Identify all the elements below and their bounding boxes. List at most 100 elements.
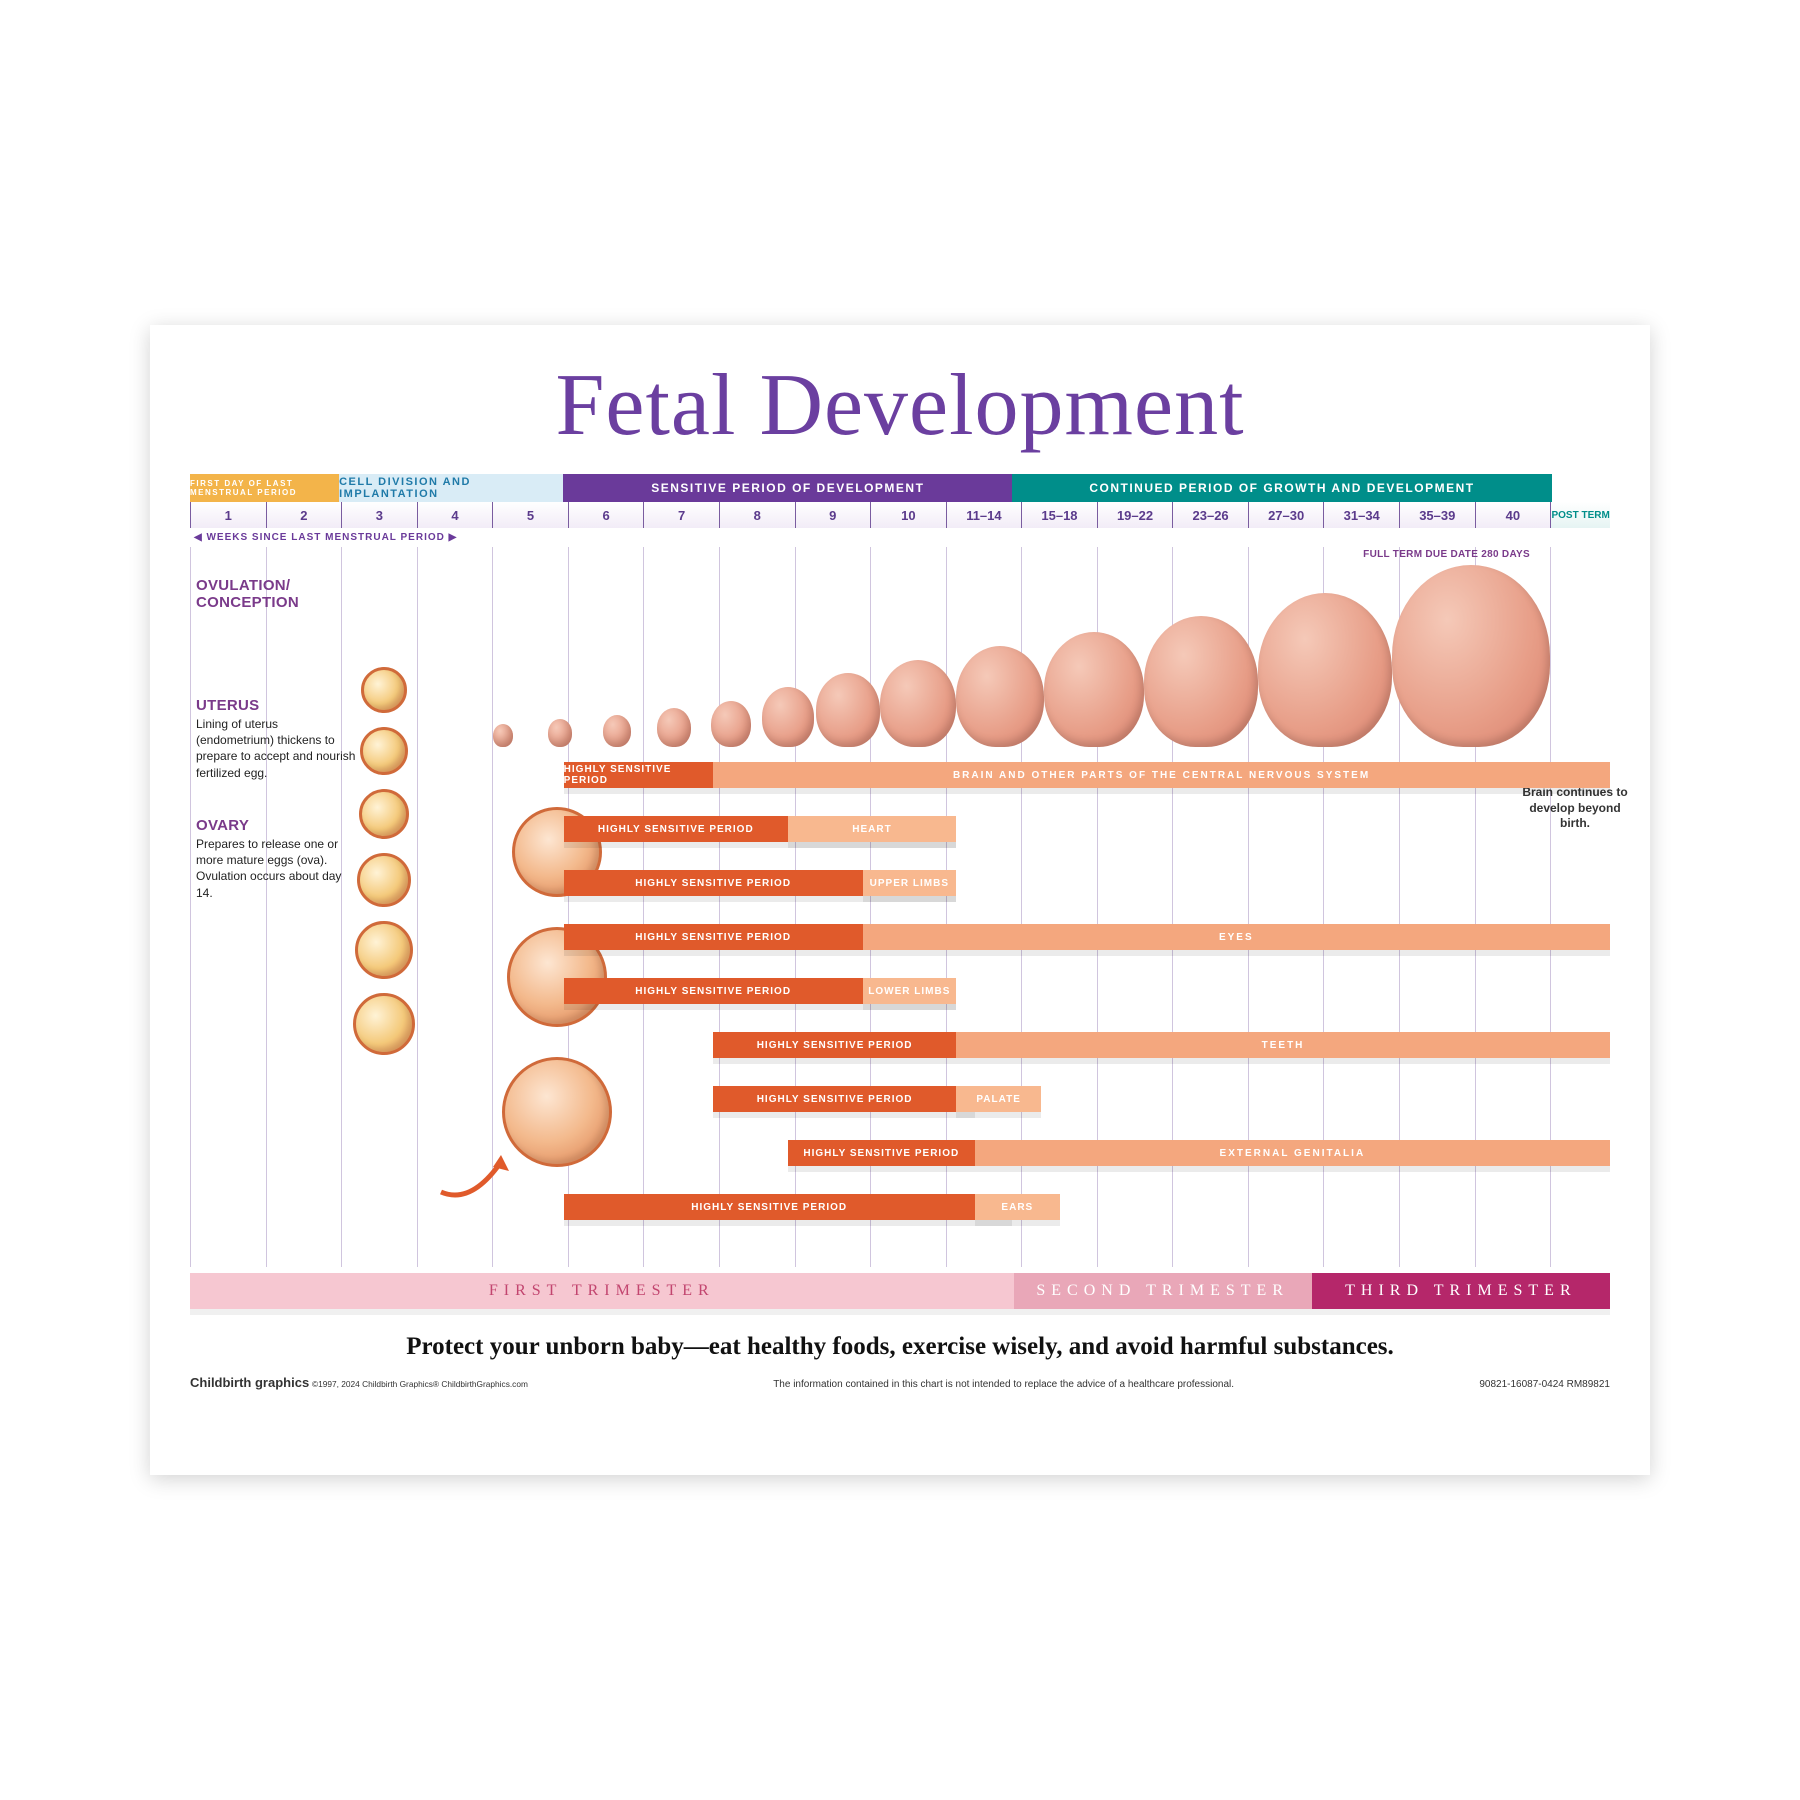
week-cell: 1 — [190, 502, 266, 528]
organ-label-box: LOWER LIMBS — [863, 978, 956, 1004]
brand-name: Childbirth graphics — [190, 1375, 309, 1390]
week-cell: 3 — [341, 502, 417, 528]
week-cell: 6 — [568, 502, 644, 528]
tagline: Protect your unborn baby—eat healthy foo… — [190, 1333, 1610, 1361]
continued-bar: TEETH — [956, 1032, 1610, 1058]
trimester-segment: THIRD TRIMESTER — [1312, 1273, 1610, 1309]
footer-codes: 90821-16087-0424 RM89821 — [1479, 1379, 1610, 1390]
continued-bar: EYES — [863, 924, 1610, 950]
week-cell: 31–34 — [1323, 502, 1399, 528]
fetus-cell — [1144, 567, 1258, 747]
trimester-segment: SECOND TRIMESTER — [1014, 1273, 1312, 1309]
fetus-icon — [1258, 593, 1392, 747]
fetus-icon — [880, 660, 956, 747]
high-sensitive-bar: HIGHLY SENSITIVE PERIOD — [564, 762, 713, 788]
fetus-icon — [762, 687, 814, 747]
fetus-cell — [1258, 567, 1392, 747]
fetus-cell — [475, 567, 532, 747]
fetus-icon — [1392, 565, 1550, 747]
organ-row: HIGHLY SENSITIVE PERIODEARS — [190, 1194, 1610, 1220]
footer: Childbirth graphics ©1997, 2024 Childbir… — [190, 1375, 1610, 1390]
organ-row: HIGHLY SENSITIVE PERIODTEETH — [190, 1032, 1610, 1058]
fetus-icon — [493, 724, 513, 747]
fetus-cell — [880, 567, 956, 747]
organ-bars: HIGHLY SENSITIVE PERIODBRAIN AND OTHER P… — [190, 762, 1610, 1248]
high-sensitive-bar: HIGHLY SENSITIVE PERIOD — [713, 1032, 956, 1058]
fetus-cell — [588, 567, 645, 747]
week-cell: 4 — [417, 502, 493, 528]
fetus-cell — [1044, 567, 1144, 747]
organ-row: HIGHLY SENSITIVE PERIODHEART — [190, 816, 1610, 842]
high-sensitive-bar: HIGHLY SENSITIVE PERIOD — [713, 1086, 956, 1112]
organ-label-box: PALATE — [956, 1086, 1041, 1112]
week-cell: 35–39 — [1399, 502, 1475, 528]
continued-bar: EXTERNAL GENITALIA — [975, 1140, 1610, 1166]
fetus-icon — [956, 646, 1044, 747]
week-cell: 8 — [719, 502, 795, 528]
chart-overlay: OVULATION/ CONCEPTION UTERUS Lining of u… — [190, 547, 1610, 1267]
phase-segment: FIRST DAY OF LAST MENSTRUAL PERIOD — [190, 474, 339, 502]
week-cell: 2 — [266, 502, 342, 528]
fetus-cell — [816, 567, 880, 747]
organ-row: HIGHLY SENSITIVE PERIODEYES — [190, 924, 1610, 950]
organ-label-box: UPPER LIMBS — [863, 870, 956, 896]
brand-sub: ©1997, 2024 Childbirth Graphics® Childbi… — [312, 1379, 528, 1389]
high-sensitive-bar: HIGHLY SENSITIVE PERIOD — [788, 1140, 975, 1166]
organ-label-box: EARS — [975, 1194, 1060, 1220]
fetus-row — [190, 567, 1550, 747]
phase-segment: SENSITIVE PERIOD OF DEVELOPMENT — [563, 474, 1012, 502]
organ-row: HIGHLY SENSITIVE PERIODEXTERNAL GENITALI… — [190, 1140, 1610, 1166]
axis-note: ◀ WEEKS SINCE LAST MENSTRUAL PERIOD ▶ — [190, 528, 1610, 547]
fetus-icon — [711, 701, 751, 747]
fetus-cell — [247, 567, 304, 747]
organ-row: HIGHLY SENSITIVE PERIODPALATE — [190, 1086, 1610, 1112]
high-sensitive-bar: HIGHLY SENSITIVE PERIOD — [564, 978, 863, 1004]
week-cell: 19–22 — [1097, 502, 1173, 528]
fetus-cell — [1392, 567, 1550, 747]
week-cell: 5 — [492, 502, 568, 528]
week-cell: 10 — [870, 502, 946, 528]
phase-segment — [1552, 474, 1610, 502]
fetus-icon — [548, 719, 572, 747]
organ-row: HIGHLY SENSITIVE PERIODUPPER LIMBS — [190, 870, 1610, 896]
week-cell: 11–14 — [946, 502, 1022, 528]
fetus-icon — [657, 708, 691, 747]
week-cell: 9 — [795, 502, 871, 528]
fetus-icon — [816, 673, 880, 747]
week-cell: 27–30 — [1248, 502, 1324, 528]
footer-disclaimer: The information contained in this chart … — [528, 1379, 1479, 1390]
week-cell: 40 — [1475, 502, 1551, 528]
fetus-cell — [645, 567, 702, 747]
trimester-row: FIRST TRIMESTERSECOND TRIMESTERTHIRD TRI… — [190, 1273, 1610, 1309]
phase-segment: CELL DIVISION AND IMPLANTATION — [339, 474, 563, 502]
high-sensitive-bar: HIGHLY SENSITIVE PERIOD — [564, 1194, 975, 1220]
week-cell: 7 — [643, 502, 719, 528]
week-cell: 15–18 — [1021, 502, 1097, 528]
footer-brand: Childbirth graphics ©1997, 2024 Childbir… — [190, 1375, 528, 1390]
fetus-cell — [190, 567, 247, 747]
week-cell: 23–26 — [1172, 502, 1248, 528]
fetus-cell — [702, 567, 759, 747]
fetus-cell — [956, 567, 1044, 747]
high-sensitive-bar: HIGHLY SENSITIVE PERIOD — [564, 816, 788, 842]
trimester-segment: FIRST TRIMESTER — [190, 1273, 1014, 1309]
chart-area: OVULATION/ CONCEPTION UTERUS Lining of u… — [190, 547, 1610, 1267]
fetus-cell — [531, 567, 588, 747]
high-sensitive-bar: HIGHLY SENSITIVE PERIOD — [564, 870, 863, 896]
fetus-cell — [418, 567, 475, 747]
due-date-note: FULL TERM DUE DATE 280 DAYS — [1363, 549, 1530, 560]
fetus-cell — [361, 567, 418, 747]
fetus-icon — [1144, 616, 1258, 747]
continued-bar: BRAIN AND OTHER PARTS OF THE CENTRAL NER… — [713, 762, 1610, 788]
fetus-icon — [603, 715, 631, 747]
page-title: Fetal Development — [190, 355, 1610, 456]
poster: Fetal Development FIRST DAY OF LAST MENS… — [150, 325, 1650, 1475]
fetus-cell — [304, 567, 361, 747]
post-term-cell: POST TERM — [1550, 502, 1610, 528]
organ-row: HIGHLY SENSITIVE PERIODBRAIN AND OTHER P… — [190, 762, 1610, 788]
high-sensitive-bar: HIGHLY SENSITIVE PERIOD — [564, 924, 863, 950]
phase-header-row: FIRST DAY OF LAST MENSTRUAL PERIODCELL D… — [190, 474, 1610, 502]
organ-label-box: HEART — [788, 816, 956, 842]
fetus-cell — [759, 567, 816, 747]
weeks-row: 1234567891011–1415–1819–2223–2627–3031–3… — [190, 502, 1610, 528]
